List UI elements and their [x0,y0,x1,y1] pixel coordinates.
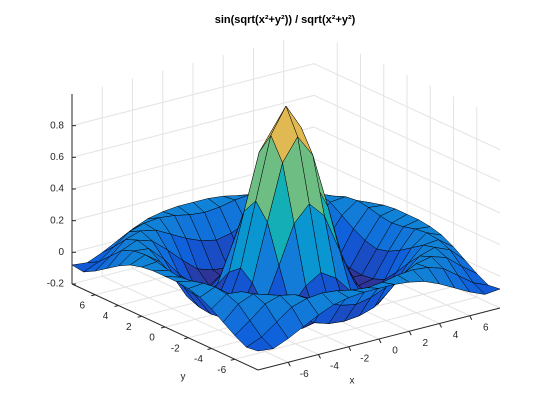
x-tick-label: -4 [330,361,339,372]
tick-mark [408,331,412,336]
tick-mark [348,346,352,351]
y-tick-label: -2 [171,343,180,354]
tick-mark [378,338,382,344]
grid-line [71,94,315,158]
grid-line [313,63,501,151]
grid-line [234,296,477,360]
tick-mark [469,315,473,320]
z-tick-label: 0.4 [50,184,64,195]
grid-line [71,63,315,127]
y-tick-label: 0 [149,333,155,344]
y-tick-label: -4 [194,354,203,365]
x-axis [257,307,501,371]
y-axis-label: y [181,372,186,383]
z-tick-label: 0.6 [50,152,64,163]
grid-line [313,158,501,246]
x-tick-label: 6 [483,322,489,333]
tick-mark [318,354,321,359]
x-tick-label: -2 [360,353,369,364]
x-tick-label: 0 [392,346,398,357]
y-tick-label: 6 [79,300,85,311]
z-tick-label: -0.2 [47,279,65,290]
grid-line [313,126,501,214]
x-tick-label: -6 [300,369,309,380]
x-tick-label: 4 [453,330,459,341]
x-tick-label: 2 [422,338,428,349]
tick-mark [287,362,291,367]
x-axis-label: x [350,376,355,387]
z-tick-label: 0.2 [50,215,64,226]
y-axis [71,283,259,371]
y-tick-label: -6 [217,365,226,376]
surface-patch [270,105,298,163]
grid-line [313,94,501,182]
chart-title: sin(sqrt(x²+y²)) / sqrt(x²+y²) [215,14,356,26]
z-tick-label: 0.8 [50,120,64,131]
y-tick-label: 4 [103,311,109,322]
tick-mark [439,323,442,328]
y-tick-label: 2 [126,322,132,333]
surface-patch [246,336,274,352]
z-tick-label: 0 [58,247,64,258]
